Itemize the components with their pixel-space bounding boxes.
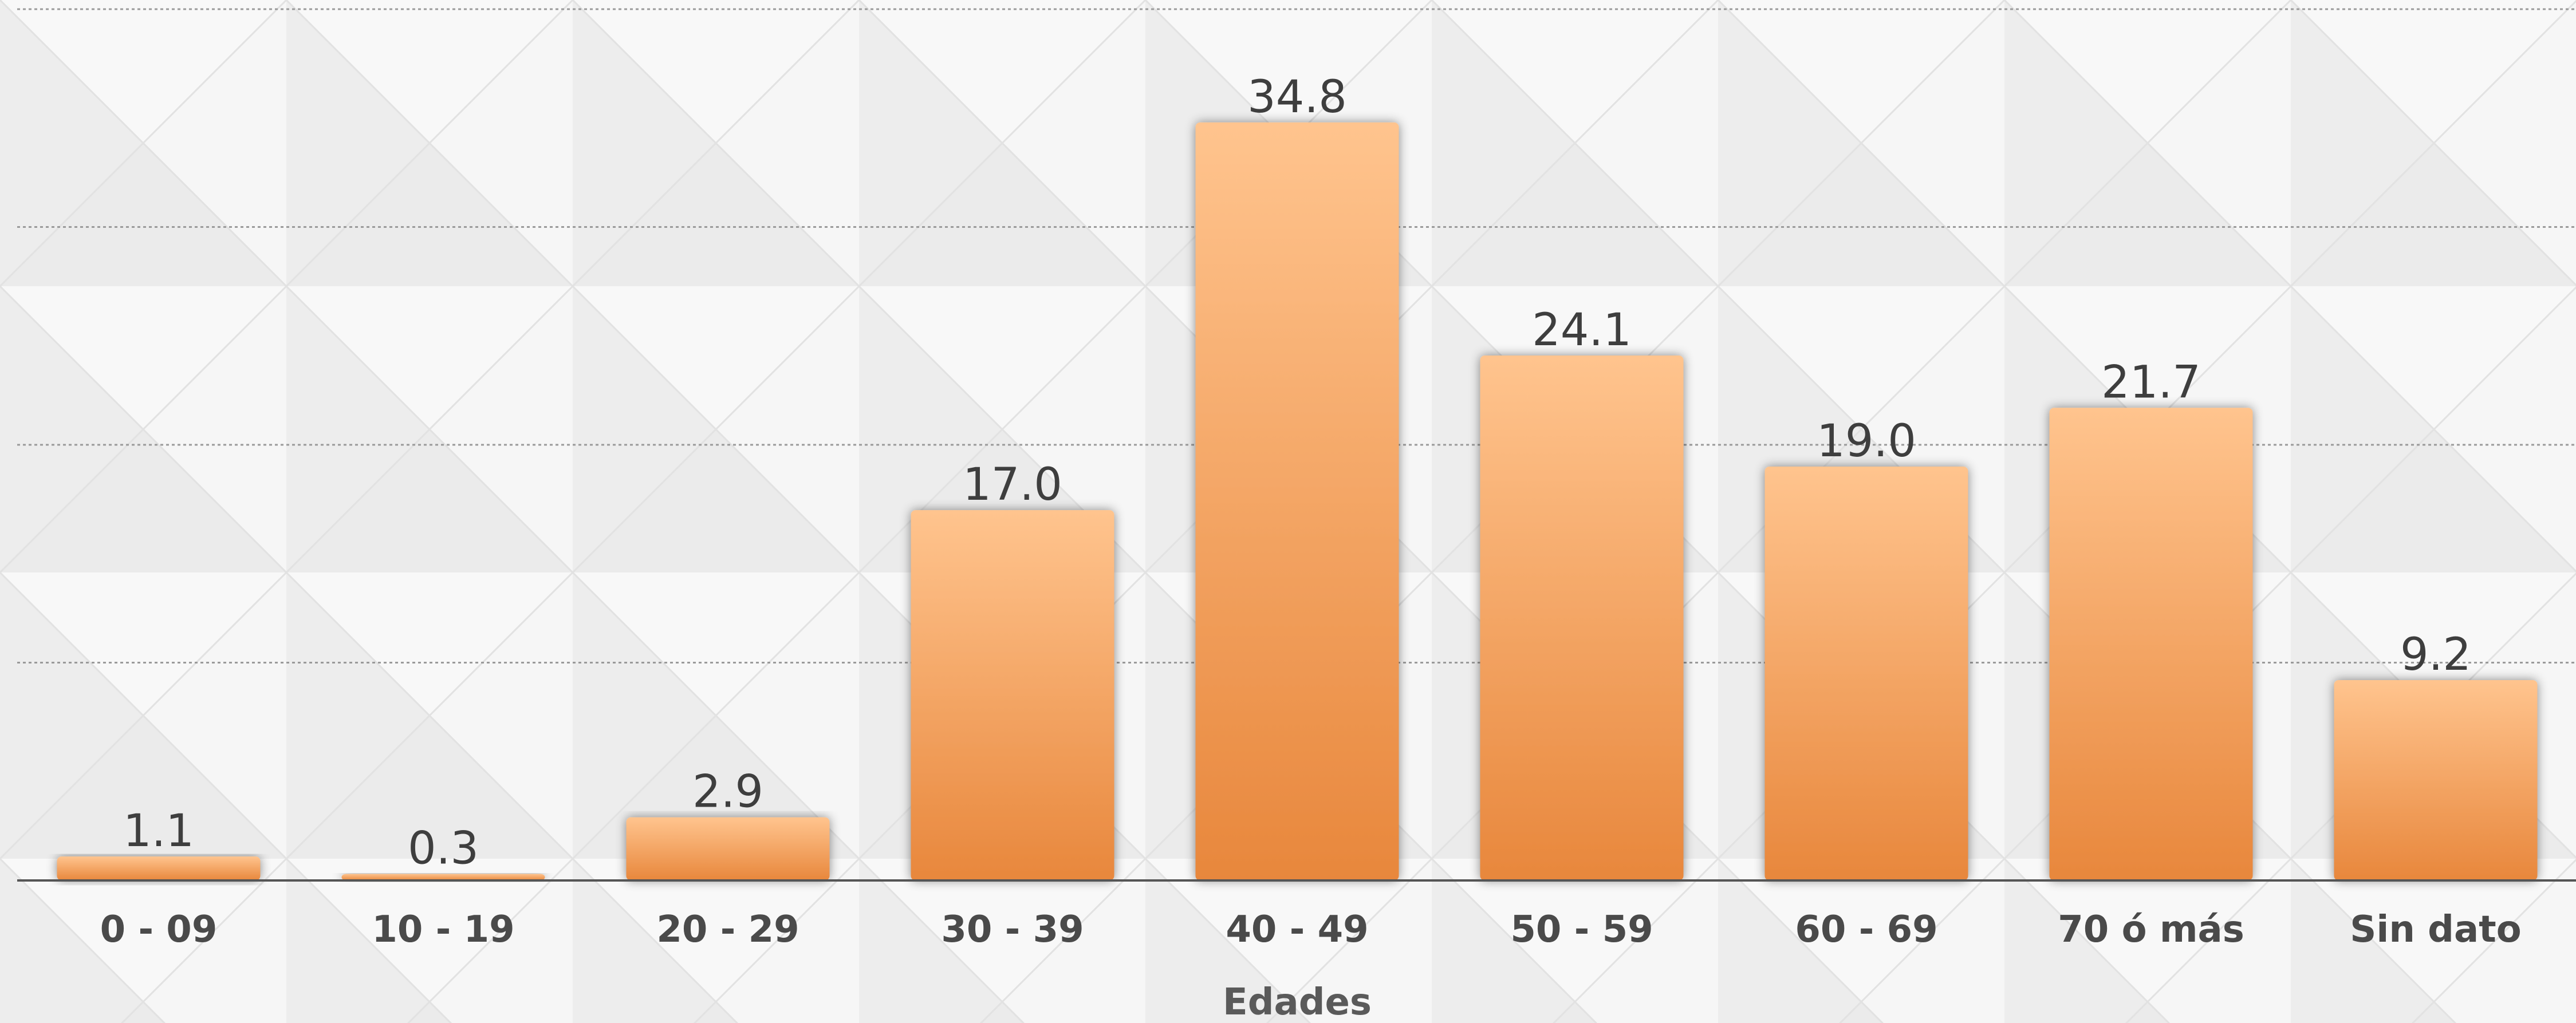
bars [57,122,2538,881]
x-tick-label: 40 - 49 [1226,909,1368,951]
bar [626,817,830,880]
x-tick-label: 50 - 59 [1510,909,1653,951]
bar-value-label: 21.7 [2101,357,2201,408]
x-tick-label: 0 - 09 [100,909,218,951]
bar-value-label: 9.2 [2400,629,2471,681]
bar [57,856,261,880]
bar-value-label: 2.9 [692,767,763,818]
bar [1480,355,1684,880]
x-tick-labels: 0 - 09 10 - 19 20 - 29 30 - 39 40 - 49 50 - 5… [100,909,2522,951]
x-tick-label: 10 - 19 [372,909,514,951]
bar-value-label: 17.0 [963,459,1062,511]
x-tick-label: Sin dato [2350,909,2521,951]
bar-value-label: 0.3 [408,823,479,875]
bar [341,874,545,880]
bar-value-label: 34.8 [1247,72,1347,123]
bar [1764,467,1968,880]
x-tick-label: 20 - 29 [656,909,799,951]
x-axis-title: Edades [1223,981,1372,1023]
x-tick-label: 60 - 69 [1795,909,1937,951]
x-tick-label: 30 - 39 [941,909,1084,951]
x-tick-label: 70 ó más [2058,909,2244,951]
bar-value-label: 19.0 [1817,416,1916,467]
bar [1195,122,1399,881]
bar-value-label: 24.1 [1532,305,1632,356]
bar [2334,680,2538,880]
value-labels: 1.1 0.3 2.9 17.0 34.8 24.1 19.0 21.7 9.2 [123,72,2471,875]
bar [911,510,1114,880]
bar [2049,408,2253,880]
bar-value-label: 1.1 [123,805,194,857]
